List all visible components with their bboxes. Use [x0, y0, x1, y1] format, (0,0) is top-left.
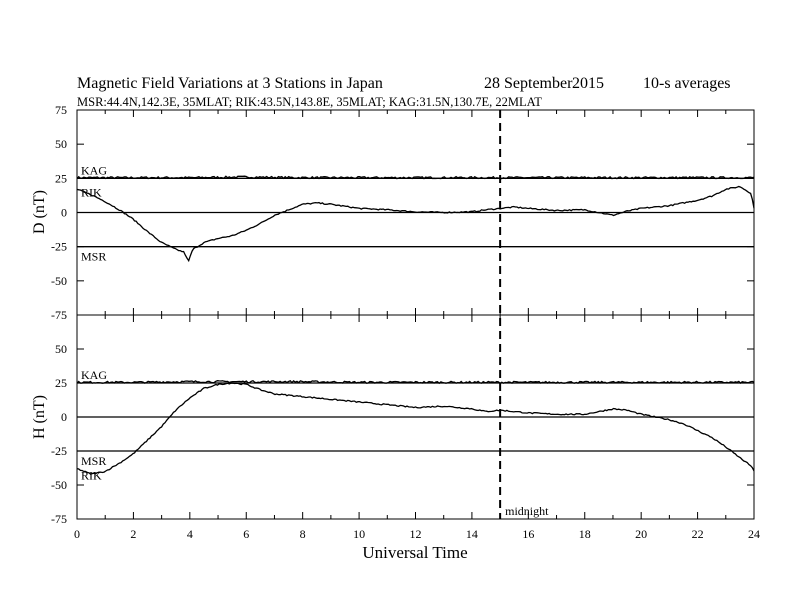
x-tick-label: 8 — [300, 527, 306, 541]
y-tick-label: -25 — [51, 444, 67, 458]
x-tick-label: 6 — [243, 527, 249, 541]
chart-date-day: 28 September — [484, 75, 573, 92]
y-tick-label: 50 — [55, 137, 67, 151]
x-tick-label: 14 — [466, 527, 478, 541]
series-line-kag — [76, 379, 755, 385]
x-tick-label: 0 — [74, 527, 80, 541]
x-tick-label: 20 — [635, 527, 647, 541]
chart-averages: 10-s averages — [643, 75, 731, 92]
y-tick-label: -50 — [51, 478, 67, 492]
y-tick-label: -75 — [51, 308, 67, 322]
series-label-kag: KAG — [81, 368, 107, 382]
series-line-rik — [76, 185, 755, 263]
y-tick-label: 75 — [55, 103, 67, 117]
y-tick-label: -75 — [51, 512, 67, 526]
series-label-rik: RIK — [81, 468, 102, 482]
y-tick-label: -50 — [51, 274, 67, 288]
x-tick-label: 10 — [353, 527, 365, 541]
y-tick-label: 25 — [55, 171, 67, 185]
x-tick-label: 2 — [130, 527, 136, 541]
y-tick-label: 25 — [55, 376, 67, 390]
series-label-msr: MSR — [81, 250, 106, 264]
y-tick-label: -25 — [51, 240, 67, 254]
y-tick-label: 0 — [61, 206, 67, 220]
top-y-axis-label: D (nT) — [31, 190, 48, 234]
x-tick-label: 24 — [748, 527, 760, 541]
series-label-kag: KAG — [81, 163, 107, 177]
y-tick-label: 50 — [55, 342, 67, 356]
x-tick-label: 16 — [522, 527, 534, 541]
x-tick-label: 18 — [579, 527, 591, 541]
midnight-label: midnight — [505, 504, 549, 518]
x-tick-label: 22 — [692, 527, 704, 541]
bottom-y-axis-label: H (nT) — [31, 395, 48, 439]
x-tick-label: 4 — [187, 527, 193, 541]
series-line-kag — [76, 175, 755, 180]
series-line-rik — [76, 382, 755, 475]
chart-title: Magnetic Field Variations at 3 Stations … — [77, 75, 383, 92]
y-tick-label: 0 — [61, 410, 67, 424]
chart-date-year: 2015 — [572, 75, 604, 92]
series-label-msr: MSR — [81, 454, 106, 468]
x-axis-label: Universal Time — [362, 543, 467, 562]
x-tick-label: 12 — [410, 527, 422, 541]
series-label-rik: RIK — [81, 185, 102, 199]
stations-info: MSR:44.4N,142.3E, 35MLAT; RIK:43.5N,143.… — [77, 95, 542, 109]
